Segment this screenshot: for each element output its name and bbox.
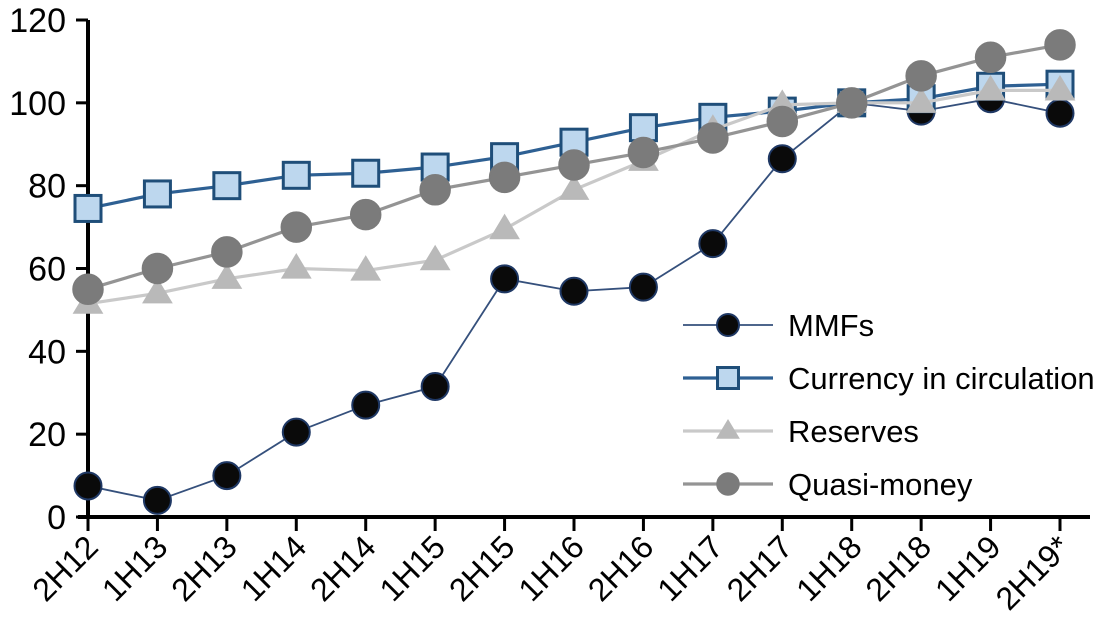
series-quasi-money: [72, 29, 1076, 305]
marker-quasi-money: [558, 149, 590, 181]
marker-reserves: [280, 253, 312, 279]
legend-label-mmfs: MMFs: [788, 308, 874, 343]
x-tick-label: 1H13: [95, 528, 175, 608]
x-tick-label: 1H14: [234, 528, 314, 608]
marker-mmfs: [73, 471, 103, 501]
marker-quasi-money: [697, 122, 729, 154]
marker-currency-in-circulation: [142, 179, 172, 209]
legend-marker-currency-in-circulation: [716, 366, 740, 390]
marker-mmfs: [281, 417, 311, 447]
y-tick-label: 40: [28, 333, 66, 371]
legend-label-quasi-money: Quasi-money: [788, 467, 973, 502]
marker-currency-in-circulation: [73, 193, 103, 223]
x-tick-label: 2H12: [25, 528, 105, 608]
y-tick-label: 100: [9, 85, 66, 123]
marker-quasi-money: [211, 236, 243, 268]
marker-currency-in-circulation: [351, 158, 381, 188]
legend-item-mmfs: MMFs: [683, 308, 874, 343]
marker-mmfs: [559, 276, 589, 306]
y-tick-label: 0: [47, 499, 66, 537]
x-tick-label: 2H13: [164, 528, 244, 608]
marker-reserves: [1044, 74, 1076, 101]
x-tick-label: 2H15: [442, 528, 522, 608]
marker-reserves: [419, 244, 451, 271]
x-tick-label: 1H16: [511, 528, 591, 608]
x-tick-label: 2H17: [720, 528, 800, 608]
marker-quasi-money: [1044, 29, 1076, 61]
legend-marker-quasi-money: [716, 472, 740, 496]
x-tick-label: 2H16: [581, 528, 661, 608]
marker-quasi-money: [488, 161, 521, 194]
marker-reserves: [975, 74, 1006, 101]
marker-quasi-money: [349, 198, 382, 231]
marker-reserves: [142, 277, 173, 304]
y-tick-label: 120: [9, 2, 66, 40]
marker-reserves: [350, 255, 382, 281]
marker-quasi-money: [766, 105, 799, 138]
marker-currency-in-circulation: [212, 171, 242, 201]
x-tick-label: 2H19*: [989, 528, 1077, 616]
y-tick-label: 80: [28, 168, 66, 206]
legend-marker-reserves: [716, 419, 740, 439]
y-tick-label: 20: [28, 416, 66, 454]
marker-mmfs: [420, 372, 450, 402]
marker-mmfs: [628, 272, 658, 302]
legend-label-reserves: Reserves: [788, 414, 919, 449]
x-tick-label: 2H18: [859, 528, 939, 608]
x-tick-label: 1H18: [789, 528, 869, 608]
marker-mmfs: [351, 390, 381, 420]
marker-currency-in-circulation: [628, 113, 658, 143]
marker-quasi-money: [627, 136, 660, 169]
marker-quasi-money: [141, 252, 174, 285]
x-tick-label: 2H14: [303, 528, 383, 608]
legend-item-reserves: Reserves: [683, 414, 919, 449]
marker-currency-in-circulation: [281, 160, 311, 190]
marker-quasi-money: [280, 211, 313, 243]
legend-item-quasi-money: Quasi-money: [683, 467, 973, 502]
marker-quasi-money: [419, 174, 451, 206]
marker-mmfs: [767, 144, 797, 174]
marker-mmfs: [142, 485, 172, 515]
marker-quasi-money: [974, 41, 1007, 74]
marker-reserves: [489, 213, 520, 240]
marker-quasi-money: [905, 60, 937, 92]
marker-quasi-money: [72, 273, 104, 305]
marker-mmfs: [1045, 98, 1075, 128]
y-tick-label: 60: [28, 251, 66, 289]
x-tick-label: 1H17: [650, 528, 730, 608]
legend-marker-mmfs: [716, 313, 740, 337]
legend-label-currency-in-circulation: Currency in circulation: [788, 361, 1095, 396]
legend: MMFs Currency in circulation Reserves Quasi…: [683, 308, 1095, 502]
marker-reserves: [558, 174, 590, 200]
x-tick-label: 1H15: [373, 528, 453, 608]
marker-quasi-money: [835, 87, 868, 119]
marker-mmfs: [212, 461, 242, 491]
marker-reserves: [211, 263, 243, 289]
marker-mmfs: [698, 229, 728, 259]
legend-item-currency-in-circulation: Currency in circulation: [683, 361, 1095, 396]
marker-mmfs: [490, 264, 520, 294]
marker-reserves: [905, 87, 937, 113]
